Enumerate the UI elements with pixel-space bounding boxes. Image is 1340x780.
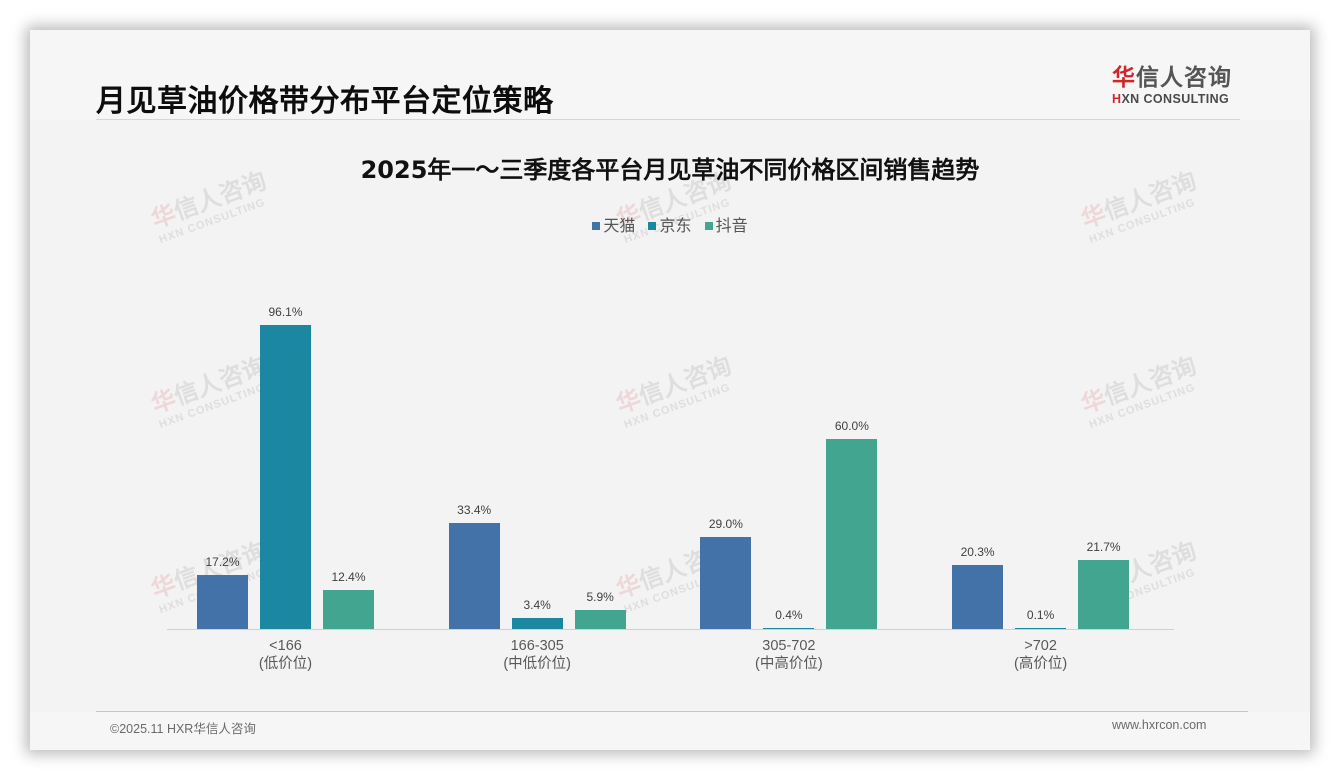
data-label: 3.4% — [523, 598, 551, 612]
legend-item-tmall: 天猫 — [592, 212, 635, 236]
company-logo: 华信人咨询 HXN CONSULTING — [1112, 64, 1242, 106]
legend-swatch-icon — [592, 222, 601, 230]
bar-douyin-0 — [323, 590, 374, 629]
data-label: 0.1% — [1026, 608, 1055, 622]
bar-douyin-2 — [826, 439, 878, 629]
legend-item-douyin: 抖音 — [704, 212, 748, 236]
plot-area: 17.2% 96.1% 12.4% <166 (低价位) 33.4% 3.4% 5.9% 166… — [167, 280, 1174, 672]
x-axis-category-label: 305-702 (中高价位) — [709, 637, 869, 673]
legend-swatch-icon — [704, 222, 713, 230]
footer-website: www.hxrcon.com — [1112, 718, 1207, 732]
x-axis-category-label: <166 (低价位) — [206, 637, 366, 673]
data-label: 21.7% — [1086, 540, 1121, 554]
category-range: 305-702 — [762, 638, 816, 654]
bar-jd-3 — [1015, 628, 1067, 629]
data-label: 0.4% — [775, 608, 803, 622]
category-tier: (中高价位) — [755, 656, 823, 672]
category-range: <166 — [269, 638, 302, 654]
bar-tmall-3 — [952, 565, 1004, 629]
x-axis-line — [167, 629, 1174, 630]
bar-tmall-0 — [197, 575, 248, 629]
data-label: 33.4% — [457, 503, 492, 517]
header-band — [30, 30, 1310, 120]
data-label: 12.4% — [331, 570, 366, 584]
data-label: 17.2% — [205, 555, 240, 569]
logo-chinese: 华信人咨询 — [1112, 64, 1242, 92]
data-label: 60.0% — [834, 419, 869, 433]
page-title: 月见草油价格带分布平台定位策略 — [96, 84, 554, 119]
data-label: 96.1% — [268, 305, 303, 319]
logo-cn-text: 信人咨询 — [1136, 65, 1232, 91]
data-label: 5.9% — [586, 590, 614, 604]
chart-title: 2025年一～三季度各平台月见草油不同价格区间销售趋势 — [360, 156, 980, 184]
logo-english: HXN CONSULTING — [1112, 92, 1242, 106]
logo-en-accent: H — [1112, 92, 1122, 106]
x-axis-category-label: 166-305 (中低价位) — [457, 637, 617, 673]
bar-jd-2 — [763, 628, 815, 629]
data-label: 29.0% — [708, 517, 743, 531]
legend-label: 抖音 — [715, 216, 748, 235]
footer-copyright: ©2025.11 HXR华信人咨询 — [110, 722, 256, 736]
legend-label: 京东 — [659, 216, 692, 235]
bar-tmall-1 — [448, 523, 500, 629]
legend-label: 天猫 — [603, 216, 636, 235]
category-tier: (低价位) — [258, 656, 313, 672]
category-tier: (高价位) — [1014, 656, 1068, 672]
bar-tmall-2 — [700, 537, 752, 629]
bar-jd-1 — [511, 618, 563, 629]
legend-swatch-icon — [648, 222, 657, 230]
logo-en-text: XN CONSULTING — [1121, 92, 1230, 106]
legend-item-jd: 京东 — [648, 212, 692, 236]
logo-cn-accent: 华 — [1112, 65, 1136, 91]
data-label: 20.3% — [960, 545, 995, 559]
category-tier: (中低价位) — [503, 656, 572, 672]
x-axis-category-label: >702 (高价位) — [961, 637, 1121, 673]
footer-band — [30, 712, 1310, 750]
footer-divider — [96, 711, 1248, 712]
bar-douyin-1 — [574, 610, 626, 629]
bar-jd-0 — [260, 325, 311, 629]
title-divider — [96, 119, 1240, 120]
chart-legend: 天猫 京东 抖音 — [30, 212, 1310, 236]
bar-douyin-3 — [1078, 560, 1130, 629]
category-range: 166-305 — [510, 638, 564, 654]
slide: 月见草油价格带分布平台定位策略 华信人咨询 HXN CONSULTING 华信人… — [30, 30, 1310, 750]
category-range: >702 — [1024, 638, 1057, 654]
